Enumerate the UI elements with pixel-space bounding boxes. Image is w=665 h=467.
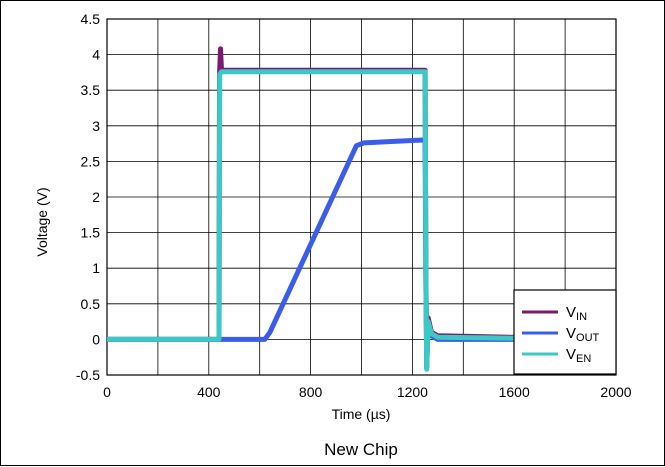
x-tick-label: 800 bbox=[299, 384, 323, 400]
x-axis-title: Time (µs) bbox=[332, 406, 391, 422]
y-tick-label: 0 bbox=[92, 331, 100, 347]
x-tick-label: 400 bbox=[197, 384, 221, 400]
x-tick-label: 1600 bbox=[499, 384, 530, 400]
chart-caption: New Chip bbox=[324, 440, 398, 459]
y-tick-label: 4 bbox=[92, 47, 100, 63]
plot-border bbox=[106, 18, 617, 376]
y-tick-label: -0.5 bbox=[76, 367, 100, 383]
series-line-v-en bbox=[107, 69, 617, 372]
y-tick-label: 0.5 bbox=[81, 296, 101, 312]
y-tick-label: 3 bbox=[92, 118, 100, 134]
y-tick-label: 3.5 bbox=[81, 82, 101, 98]
x-tick-label: 0 bbox=[103, 384, 111, 400]
series-group bbox=[107, 46, 617, 372]
x-tick-label: 1200 bbox=[397, 384, 428, 400]
x-tick-label: 2000 bbox=[600, 384, 631, 400]
y-tick-label: 1 bbox=[92, 260, 100, 276]
y-tick-label: 1.5 bbox=[81, 225, 101, 241]
y-tick-labels: -0.5 0 0.5 1 1.5 2 2.5 3 3.5 4 4.5 bbox=[76, 11, 100, 383]
y-tick-label: 2.5 bbox=[81, 153, 101, 169]
x-tick-labels: 0 400 800 1200 1600 2000 bbox=[103, 384, 632, 400]
y-axis-title: Voltage (V) bbox=[34, 187, 50, 256]
y-tick-label: 2 bbox=[92, 189, 100, 205]
y-tick-label: 4.5 bbox=[81, 11, 101, 27]
